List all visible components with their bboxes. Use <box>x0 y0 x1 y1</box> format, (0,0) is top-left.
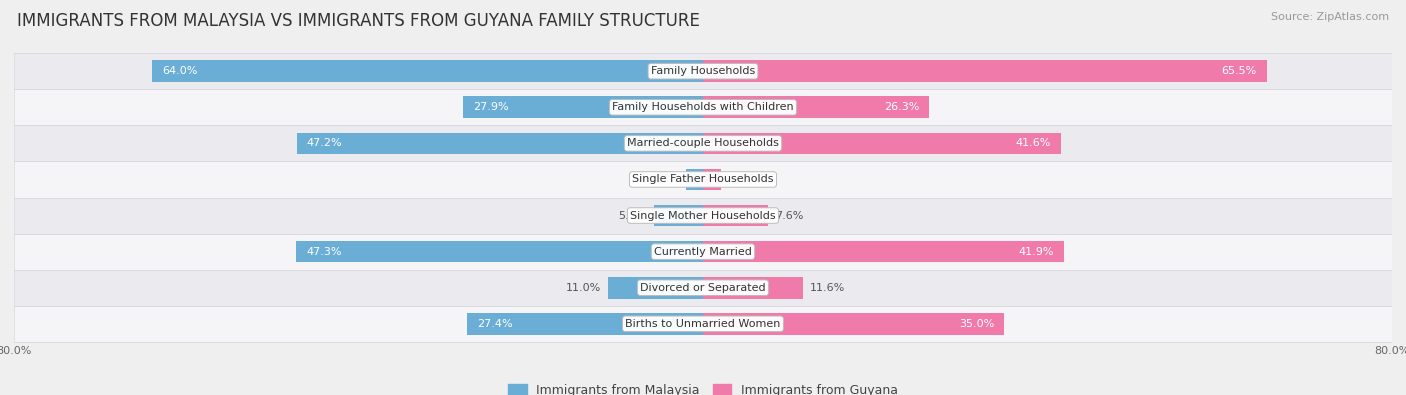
Bar <box>463 96 703 118</box>
Text: 2.0%: 2.0% <box>651 175 679 184</box>
Text: 64.0%: 64.0% <box>162 66 198 76</box>
Bar <box>703 277 803 299</box>
FancyBboxPatch shape <box>14 198 1392 233</box>
Text: Divorced or Separated: Divorced or Separated <box>640 283 766 293</box>
Text: 2.1%: 2.1% <box>728 175 756 184</box>
Text: Single Father Households: Single Father Households <box>633 175 773 184</box>
Text: 11.0%: 11.0% <box>567 283 602 293</box>
FancyBboxPatch shape <box>14 306 1392 342</box>
Text: 26.3%: 26.3% <box>884 102 920 112</box>
Bar <box>686 169 703 190</box>
FancyBboxPatch shape <box>14 89 1392 125</box>
FancyBboxPatch shape <box>14 233 1392 270</box>
Text: Family Households with Children: Family Households with Children <box>612 102 794 112</box>
Text: 5.7%: 5.7% <box>619 211 647 220</box>
Text: Married-couple Households: Married-couple Households <box>627 138 779 149</box>
Bar <box>297 133 703 154</box>
Legend: Immigrants from Malaysia, Immigrants from Guyana: Immigrants from Malaysia, Immigrants fro… <box>503 379 903 395</box>
Text: IMMIGRANTS FROM MALAYSIA VS IMMIGRANTS FROM GUYANA FAMILY STRUCTURE: IMMIGRANTS FROM MALAYSIA VS IMMIGRANTS F… <box>17 12 700 30</box>
Bar <box>703 169 721 190</box>
Text: 11.6%: 11.6% <box>810 283 845 293</box>
FancyBboxPatch shape <box>14 162 1392 198</box>
Bar <box>295 241 703 262</box>
FancyBboxPatch shape <box>14 125 1392 162</box>
Text: 47.3%: 47.3% <box>307 246 342 257</box>
Text: Currently Married: Currently Married <box>654 246 752 257</box>
Text: Source: ZipAtlas.com: Source: ZipAtlas.com <box>1271 12 1389 22</box>
Bar <box>703 313 1004 335</box>
Bar <box>654 205 703 226</box>
Text: 41.6%: 41.6% <box>1015 138 1050 149</box>
Text: 65.5%: 65.5% <box>1222 66 1257 76</box>
Text: 41.9%: 41.9% <box>1018 246 1053 257</box>
Text: 35.0%: 35.0% <box>959 319 994 329</box>
Text: 7.6%: 7.6% <box>775 211 804 220</box>
Bar <box>467 313 703 335</box>
Bar <box>703 133 1062 154</box>
FancyBboxPatch shape <box>14 53 1392 89</box>
Text: 27.9%: 27.9% <box>472 102 509 112</box>
Bar <box>703 241 1064 262</box>
Text: Single Mother Households: Single Mother Households <box>630 211 776 220</box>
Text: 27.4%: 27.4% <box>478 319 513 329</box>
Bar <box>152 60 703 82</box>
Bar <box>703 96 929 118</box>
Bar <box>609 277 703 299</box>
Bar <box>703 60 1267 82</box>
Bar <box>703 205 769 226</box>
Text: 47.2%: 47.2% <box>307 138 343 149</box>
Text: Family Households: Family Households <box>651 66 755 76</box>
Text: Births to Unmarried Women: Births to Unmarried Women <box>626 319 780 329</box>
FancyBboxPatch shape <box>14 270 1392 306</box>
